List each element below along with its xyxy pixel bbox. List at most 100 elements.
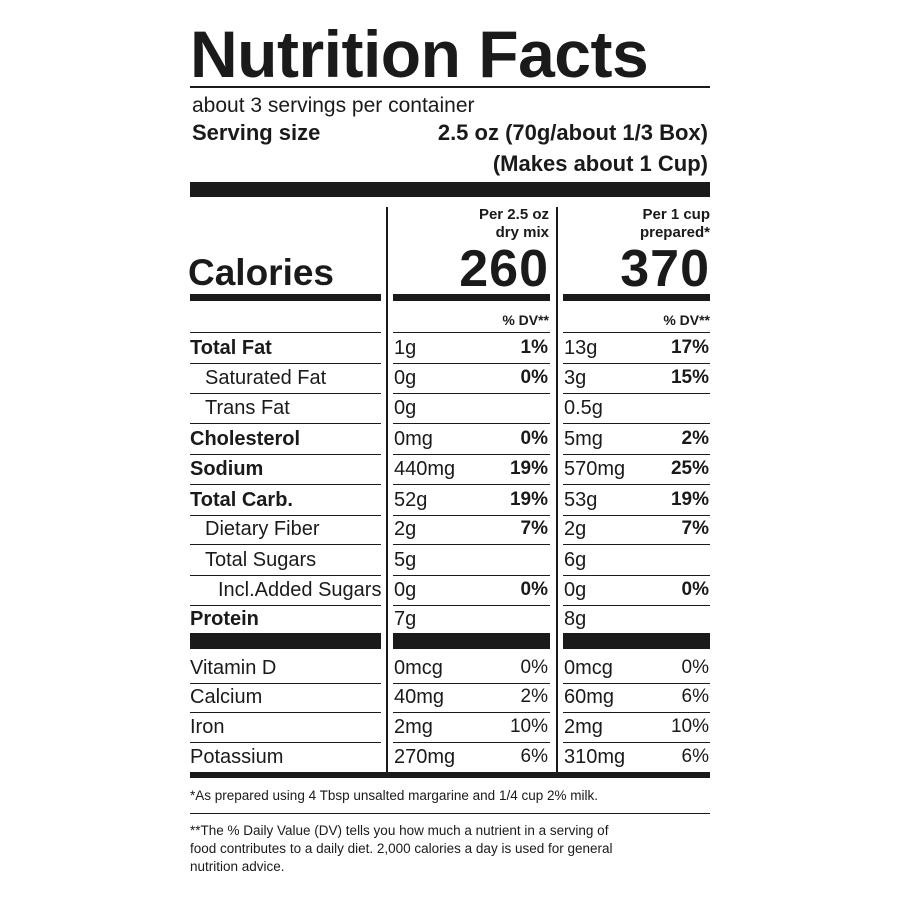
vitamin-row-rule [393, 683, 550, 684]
nutrient-row-col2-dv: 2% [681, 428, 709, 449]
footnote-dv-line3: nutrition advice. [190, 859, 285, 874]
dv-header-rule [393, 332, 550, 333]
vitamin-row-rule [393, 742, 550, 743]
nutrient-row-col1-amount: 440mg [394, 458, 456, 480]
nutrient-row-col1-dv: 0% [520, 428, 548, 449]
nutrient-row-rule [190, 575, 381, 576]
footnote-prepared: *As prepared using 4 Tbsp unsalted marga… [190, 788, 598, 803]
vitamin-row-rule [563, 712, 710, 713]
nutrient-row-col1-amount: 5g [394, 549, 417, 571]
nutrient-row-rule [190, 605, 381, 606]
nutrient-row-label: Dietary Fiber [205, 518, 320, 540]
vitamin-row-col2-dv: 6% [681, 686, 709, 707]
nutrient-row-rule [393, 423, 550, 424]
vitamin-row-rule [563, 742, 710, 743]
nutrient-row-col2-amount: 570mg [564, 458, 626, 480]
nutrient-row-rule [563, 363, 710, 364]
nutrient-row-col2-dv: 25% [670, 458, 709, 479]
col1-dv-header: % DV** [502, 312, 549, 328]
nutrient-row-label: Total Fat [190, 337, 272, 359]
vitamin-row-rule [393, 712, 550, 713]
col2-header-line2: prepared* [639, 224, 710, 241]
col2-header-line1: Per 1 cup [642, 206, 710, 223]
vitamin-row-col2-amount: 60mg [564, 686, 615, 708]
vitamin-row-label: Potassium [190, 746, 284, 768]
vitamin-row-col2-amount: 0mcg [564, 657, 613, 679]
thick-divider-bottom [190, 772, 710, 778]
vitamin-row-col1-dv: 10% [509, 716, 548, 737]
col1-header-line1: Per 2.5 oz [478, 206, 549, 223]
nutrient-row-col1-dv: 1% [520, 337, 548, 358]
vitamin-row-rule [190, 712, 381, 713]
serving-size-label: Serving size [192, 120, 321, 145]
serving-size-value-prepared: (Makes about 1 Cup) [492, 151, 708, 176]
nutrient-row-col1-dv: 19% [509, 458, 548, 479]
nutrient-row-col2-dv: 19% [670, 489, 709, 510]
nutrient-row-rule [563, 515, 710, 516]
nutrient-row-col2-amount: 2g [564, 518, 587, 540]
nutrient-row-col1-dv: 0% [520, 367, 548, 388]
protein-rule-label [190, 633, 381, 649]
nutrient-row-label: Incl.Added Sugars [218, 579, 382, 601]
column-separator-left [386, 207, 388, 772]
column-separator-right [556, 207, 558, 772]
nutrient-row-col2-amount: 5mg [564, 428, 603, 450]
nutrient-row-rule [563, 484, 710, 485]
nutrient-row-col1-dv: 0% [520, 579, 548, 600]
protein-rule-col2 [563, 633, 710, 649]
nutrient-row-rule [563, 575, 710, 576]
nutrient-row-label: Total Sugars [205, 549, 317, 571]
nutrient-row-rule [190, 544, 381, 545]
col2-dv-header: % DV** [663, 312, 710, 328]
vitamin-row-label: Vitamin D [190, 657, 277, 679]
nutrient-row-col2-amount: 6g [564, 549, 587, 571]
nutrient-row-rule [393, 363, 550, 364]
calories-rule-col1 [393, 294, 550, 301]
vitamin-row-col2-amount: 2mg [564, 716, 603, 738]
footnote-divider [190, 813, 710, 814]
nutrient-row-col2-dv: 7% [681, 518, 709, 539]
protein-rule-col1 [393, 633, 550, 649]
nutrient-row-col2-amount: 53g [564, 489, 598, 511]
nutrient-row-col1-amount: 0g [394, 397, 417, 419]
nutrient-row-rule [393, 575, 550, 576]
footnote-dv-line1: **The % Daily Value (DV) tells you how m… [190, 823, 609, 838]
vitamin-row-col1-amount: 40mg [394, 686, 445, 708]
vitamin-row-col2-dv: 6% [681, 746, 709, 767]
nutrient-row-col1-amount: 1g [394, 337, 417, 359]
vitamin-row-col1-amount: 0mcg [394, 657, 443, 679]
nutrient-row-rule [563, 423, 710, 424]
vitamin-row-col2-dv: 10% [670, 716, 709, 737]
nutrient-row-col2-dv: 17% [670, 337, 709, 358]
nutrient-row-rule [393, 544, 550, 545]
servings-per-container: about 3 servings per container [192, 94, 475, 117]
nutrient-row-col2-amount: 13g [564, 337, 598, 359]
nutrient-row-rule [190, 423, 381, 424]
nutrient-row-rule [393, 515, 550, 516]
nutrient-row-col1-amount: 0g [394, 367, 417, 389]
col1-calories-value: 260 [459, 240, 549, 298]
calories-rule-col2 [563, 294, 710, 301]
vitamin-row-col2-dv: 0% [681, 657, 709, 678]
nutrient-row-rule [190, 454, 381, 455]
nutrient-row-col2-amount: 0g [564, 579, 587, 601]
nutrient-row-col2-dv: 15% [670, 367, 709, 388]
vitamin-row-rule [190, 683, 381, 684]
vitamin-row-rule [563, 683, 710, 684]
nutrient-row-col2-amount: 0.5g [564, 397, 603, 419]
nutrient-row-rule [190, 393, 381, 394]
nutrient-row-rule [190, 515, 381, 516]
vitamin-row-label: Iron [190, 716, 225, 738]
nutrient-row-col2-amount: 3g [564, 367, 587, 389]
vitamin-row-col1-amount: 270mg [394, 746, 456, 768]
vitamin-row-col1-dv: 2% [520, 686, 548, 707]
nutrient-row-label: Sodium [190, 458, 264, 480]
nutrient-row-rule [563, 605, 710, 606]
nutrient-row-col1-amount: 7g [394, 608, 417, 630]
nutrient-row-label: Cholesterol [190, 428, 301, 450]
nutrient-row-col1-dv: 7% [520, 518, 548, 539]
vitamin-row-rule [190, 742, 381, 743]
calories-rule-label [190, 294, 381, 301]
nutrient-row-rule [393, 605, 550, 606]
serving-size-value: 2.5 oz (70g/about 1/3 Box) [437, 120, 708, 145]
